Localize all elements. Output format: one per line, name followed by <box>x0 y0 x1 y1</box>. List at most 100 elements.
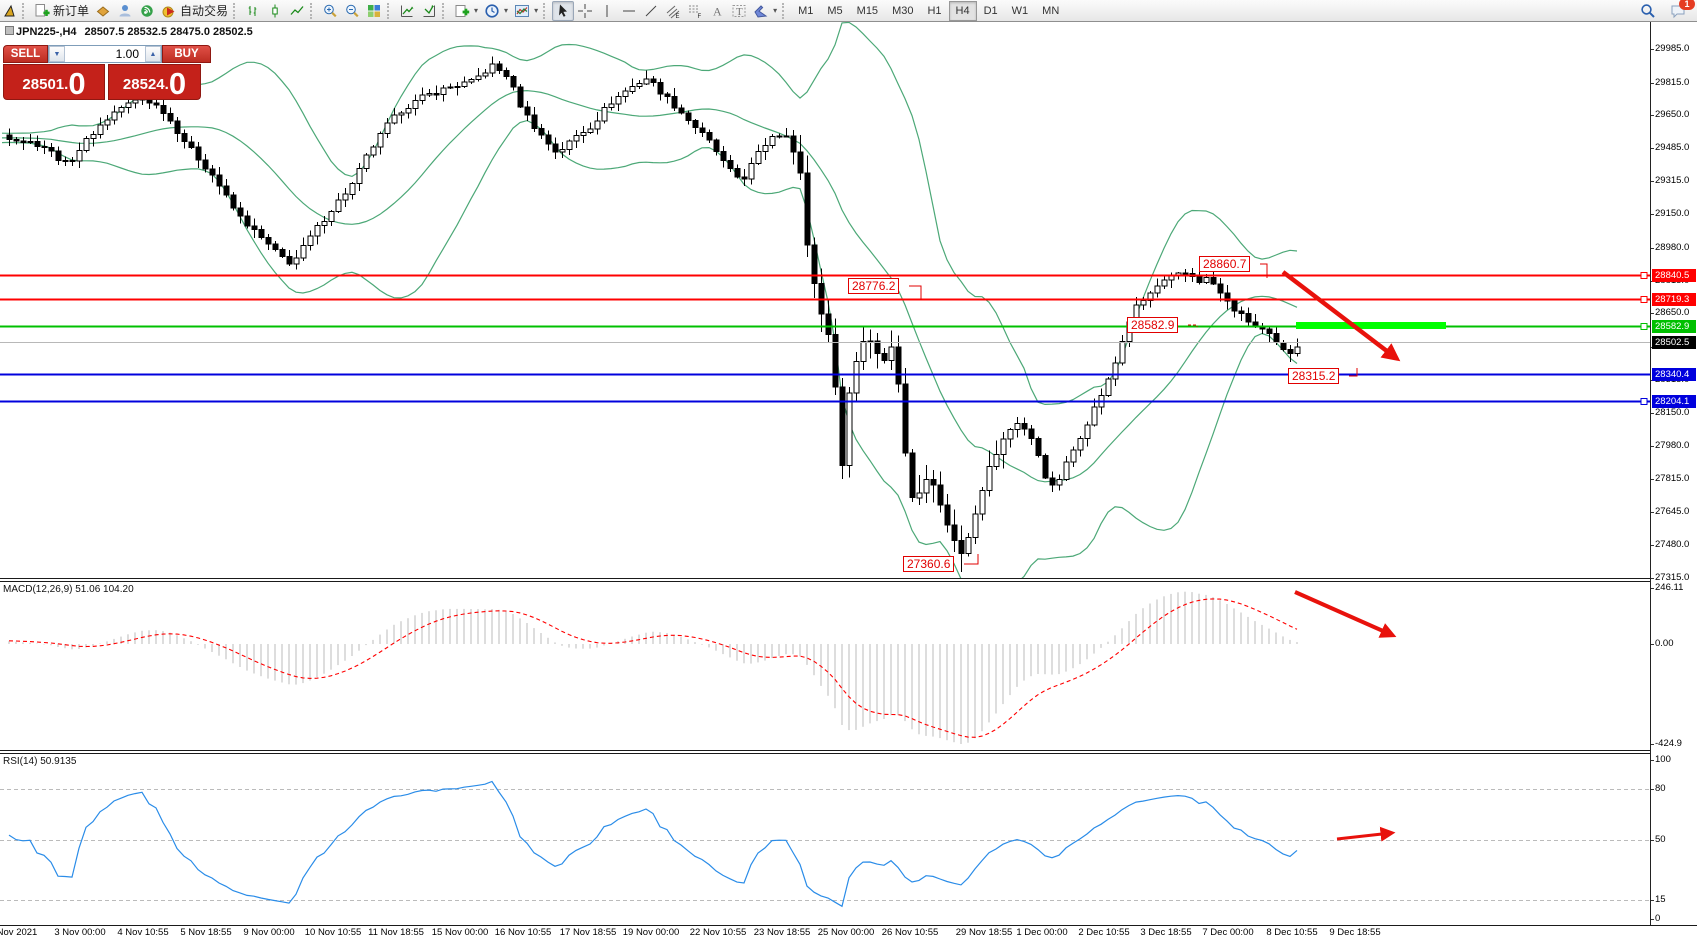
axis-tick-label: 27480.0 <box>1655 539 1690 550</box>
timeframe-mn[interactable]: MN <box>1042 4 1060 17</box>
search-button[interactable] <box>1637 1 1659 21</box>
signals-button[interactable] <box>136 1 158 21</box>
axis-tick-label: 28980.0 <box>1655 242 1690 253</box>
line-chart-button[interactable] <box>286 1 308 21</box>
timeframe-d1[interactable]: D1 <box>983 4 998 17</box>
volume-increase-button[interactable]: ▲ <box>145 46 161 62</box>
trendline-button[interactable] <box>640 1 662 21</box>
chart-shift-icon <box>401 5 414 17</box>
cursor-button[interactable] <box>552 0 575 21</box>
toolbar-grip <box>233 2 239 19</box>
notifications-button[interactable]: 1 <box>1667 0 1695 21</box>
macd-panel-separator[interactable] <box>0 578 1697 582</box>
volume-spinner[interactable]: ▼ 1.00 ▲ <box>48 45 162 63</box>
sell-price-button[interactable]: 28501. 0 <box>3 64 105 100</box>
volume-value[interactable]: 1.00 <box>115 47 139 61</box>
market-watch-button[interactable] <box>92 1 114 21</box>
timeframe-m15[interactable]: M15 <box>856 4 879 17</box>
axis-tick <box>1651 115 1654 116</box>
price-callout[interactable]: 28582.9 <box>1127 317 1179 333</box>
new-order-button[interactable]: 新订单 <box>31 1 92 21</box>
zoom-in-button[interactable] <box>319 1 341 21</box>
callout-connector <box>909 285 922 300</box>
zoom-in-icon <box>324 4 337 17</box>
price-callout[interactable]: 28776.2 <box>848 278 900 294</box>
price-callout[interactable]: 28860.7 <box>1199 256 1251 272</box>
equidistant-channel-button[interactable]: E <box>662 1 684 21</box>
rsi-panel-separator[interactable] <box>0 750 1697 754</box>
text-label-icon: T <box>732 4 746 18</box>
autotrading-label: 自动交易 <box>180 4 229 18</box>
chart-title: JPN225-,H4 28507.5 28532.5 28475.0 28502… <box>5 26 253 38</box>
templates-button[interactable]: ▾ <box>511 1 541 21</box>
text-label-button[interactable]: T <box>728 1 750 21</box>
trendline-icon <box>645 5 657 16</box>
timeframe-bar: M1 M5 M15 M30 H1 H4 D1 W1 MN <box>791 0 1066 21</box>
crosshair-button[interactable] <box>574 1 596 21</box>
fibonacci-button[interactable]: F <box>684 1 706 21</box>
time-axis-label: 9 Nov 00:00 <box>243 927 295 938</box>
periods-button[interactable]: ▾ <box>481 1 511 21</box>
timeframe-m30[interactable]: M30 <box>892 4 914 17</box>
price-callout[interactable]: 27360.6 <box>903 556 955 572</box>
axis-tick-label: 27645.0 <box>1655 506 1690 517</box>
chart-symbol-timeframe: JPN225-,H4 <box>16 26 77 38</box>
axis-tick-label: 246.11 <box>1655 582 1684 593</box>
navigator-icon <box>119 4 131 16</box>
timeframe-h1[interactable]: H1 <box>927 4 942 17</box>
macd-canvas[interactable] <box>0 583 1650 749</box>
navigator-button[interactable] <box>114 1 136 21</box>
rsi-arrow[interactable] <box>1336 826 1396 842</box>
horizontal-line-button[interactable] <box>618 1 640 21</box>
buy-price-button[interactable]: 28524. 0 <box>108 64 201 100</box>
tile-windows-button[interactable] <box>363 1 385 21</box>
svg-text:E: E <box>676 14 680 19</box>
callout-connector <box>1260 263 1268 278</box>
toolbar-grip <box>387 2 393 19</box>
price-callout[interactable]: 28315.2 <box>1288 368 1340 384</box>
svg-text:F: F <box>698 14 702 19</box>
bollinger-band <box>1 89 1298 483</box>
zoom-out-button[interactable] <box>341 1 363 21</box>
text-icon: A <box>713 4 722 18</box>
time-axis-label: 29 Nov 18:55 <box>955 927 1013 938</box>
vertical-line-button[interactable] <box>596 1 618 21</box>
shapes-button[interactable]: ▾ <box>750 1 780 21</box>
rsi-canvas[interactable] <box>0 755 1650 925</box>
timeframe-m1[interactable]: M1 <box>798 4 814 17</box>
callout-connector <box>1349 368 1358 377</box>
macd-arrow[interactable] <box>1294 590 1397 638</box>
highlight-zone[interactable] <box>1296 322 1446 329</box>
chart-autoscroll-button[interactable] <box>418 1 440 21</box>
sell-price-main: 28501 <box>22 76 65 93</box>
axis-tick-label: -424.9 <box>1655 738 1682 749</box>
chart-shift-button[interactable] <box>396 1 418 21</box>
axis-tick-label: 29150.0 <box>1655 208 1690 219</box>
text-button[interactable]: A <box>706 1 728 21</box>
dropdown-caret-icon: ▾ <box>534 6 539 15</box>
timeframe-w1[interactable]: W1 <box>1011 4 1029 17</box>
axis-tick <box>1651 789 1654 790</box>
horizontal-lines-layer[interactable] <box>0 272 1650 405</box>
axis-tick-label: 27815.0 <box>1655 473 1690 484</box>
sell-button[interactable]: SELL <box>3 45 48 63</box>
shapes-icon <box>754 4 768 18</box>
chart-autoscroll-icon <box>423 4 436 17</box>
add-indicator-icon <box>455 4 470 17</box>
axis-tick <box>1651 214 1654 215</box>
rsi-line <box>8 780 1298 908</box>
add-indicator-button[interactable]: ▾ <box>451 1 481 21</box>
autotrading-button[interactable]: 自动交易 <box>158 1 231 21</box>
main-chart-canvas[interactable] <box>0 22 1650 578</box>
buy-button[interactable]: BUY <box>162 45 211 63</box>
bar-chart-button[interactable] <box>242 1 264 21</box>
time-axis[interactable]: Nov 2021 3 Nov 00:00 4 Nov 10:55 5 Nov 18:5… <box>0 927 1650 940</box>
trend-arrow[interactable] <box>1281 270 1401 362</box>
timeframe-m5[interactable]: M5 <box>827 4 843 17</box>
volume-decrease-button[interactable]: ▼ <box>49 46 65 62</box>
price-axis[interactable]: 29985.0 29815.0 29650.0 29485.0 29315.0 29150… <box>1650 22 1697 925</box>
candlestick-chart-button[interactable] <box>264 1 286 21</box>
axis-tick <box>1651 588 1654 589</box>
chart-ohlc-values: 28507.5 28532.5 28475.0 28502.5 <box>84 26 253 38</box>
timeframe-h4[interactable]: H4 <box>948 0 977 21</box>
